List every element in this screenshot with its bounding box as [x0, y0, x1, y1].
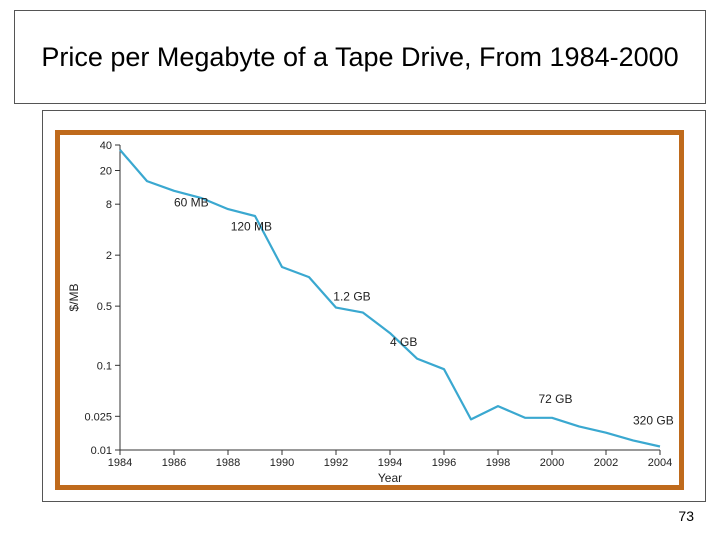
x-axis-title: Year [378, 471, 402, 485]
x-tick-label: 1988 [216, 457, 240, 469]
x-tick-label: 1998 [486, 457, 510, 469]
capacity-annotation: 60 MB [174, 196, 209, 210]
slide-title: Price per Megabyte of a Tape Drive, From… [41, 42, 679, 72]
x-tick-label: 1990 [270, 457, 294, 469]
capacity-annotation: 72 GB [539, 392, 573, 406]
y-tick-label: 2 [106, 250, 112, 262]
y-tick-label: 0.01 [91, 445, 112, 457]
x-tick-label: 1996 [432, 457, 456, 469]
x-tick-label: 2000 [540, 457, 564, 469]
price-series-line [119, 149, 661, 448]
slide-title-box: Price per Megabyte of a Tape Drive, From… [14, 10, 706, 104]
y-tick-label: 0.1 [97, 360, 112, 372]
y-axis-title: $/MB [67, 283, 81, 311]
x-tick-label: 1984 [108, 457, 132, 469]
y-tick-label: 0.5 [97, 301, 112, 313]
capacity-annotation: 4 GB [390, 335, 417, 349]
x-tick-label: 1986 [162, 457, 186, 469]
page-number: 73 [678, 508, 694, 524]
x-tick-label: 1992 [324, 457, 348, 469]
capacity-annotation: 120 MB [231, 220, 272, 234]
capacity-annotation: 320 GB [633, 414, 674, 428]
capacity-annotation: 1.2 GB [333, 290, 370, 304]
chart-frame: 40 20 8 2 0.5 0.1 0.025 0.01 1984 1986 1988 1990 199… [55, 130, 684, 490]
x-tick-label: 2002 [594, 457, 618, 469]
y-tick-label: 40 [100, 140, 112, 152]
y-tick-label: 0.025 [84, 411, 112, 423]
y-tick-label: 20 [100, 165, 112, 177]
x-tick-label: 1994 [378, 457, 402, 469]
y-tick-label: 8 [106, 199, 112, 211]
x-tick-label: 2004 [648, 457, 672, 469]
